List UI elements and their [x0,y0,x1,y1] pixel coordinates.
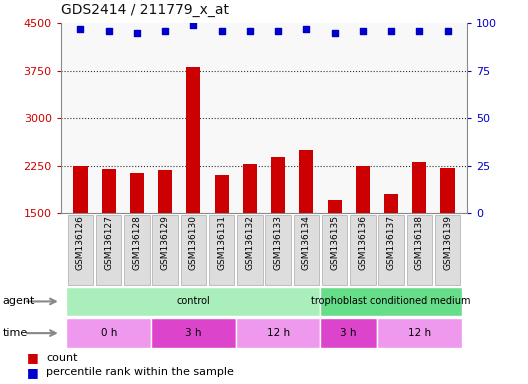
Bar [102,169,116,308]
Point [246,28,254,34]
Text: agent: agent [3,296,35,306]
Text: trophoblast conditioned medium: trophoblast conditioned medium [312,296,471,306]
Text: 12 h: 12 h [267,328,290,338]
FancyBboxPatch shape [96,215,121,285]
Point [302,26,310,32]
Point [189,22,197,28]
Text: GSM136132: GSM136132 [246,215,254,270]
Point [105,28,113,34]
FancyBboxPatch shape [407,215,432,285]
Bar [299,150,314,308]
Text: 3 h: 3 h [185,328,202,338]
Bar [356,166,370,308]
FancyBboxPatch shape [151,318,236,348]
Point [218,28,226,34]
FancyBboxPatch shape [153,215,178,285]
FancyBboxPatch shape [236,318,320,348]
FancyBboxPatch shape [237,215,262,285]
FancyBboxPatch shape [320,287,461,316]
FancyBboxPatch shape [266,215,291,285]
Text: GSM136134: GSM136134 [302,215,311,270]
FancyBboxPatch shape [209,215,234,285]
Text: GSM136137: GSM136137 [386,215,395,270]
Text: GSM136138: GSM136138 [415,215,424,270]
Bar [73,166,88,308]
Point [444,28,452,34]
Text: control: control [176,296,210,306]
Text: count: count [46,353,78,363]
Text: GSM136135: GSM136135 [330,215,339,270]
Bar [158,170,172,308]
Text: GSM136131: GSM136131 [217,215,226,270]
Bar [130,173,144,308]
Text: ■: ■ [26,366,38,379]
Point [331,30,339,36]
Text: GSM136136: GSM136136 [359,215,367,270]
Text: 3 h: 3 h [341,328,357,338]
Text: time: time [3,328,28,338]
Text: GSM136126: GSM136126 [76,215,85,270]
FancyBboxPatch shape [435,215,460,285]
FancyBboxPatch shape [320,318,377,348]
FancyBboxPatch shape [379,215,404,285]
Point [415,28,423,34]
Point [133,30,141,36]
Text: 0 h: 0 h [100,328,117,338]
FancyBboxPatch shape [322,215,347,285]
Bar [214,175,229,308]
Text: GSM136139: GSM136139 [443,215,452,270]
Text: percentile rank within the sample: percentile rank within the sample [46,367,234,377]
Bar [243,164,257,308]
Text: ■: ■ [26,351,38,364]
FancyBboxPatch shape [124,215,149,285]
FancyBboxPatch shape [181,215,206,285]
Text: GSM136129: GSM136129 [161,215,169,270]
FancyBboxPatch shape [68,215,93,285]
FancyBboxPatch shape [67,287,320,316]
FancyBboxPatch shape [377,318,461,348]
Point [161,28,169,34]
Bar [412,162,426,308]
Point [359,28,367,34]
Point [274,28,282,34]
Text: GSM136127: GSM136127 [104,215,113,270]
FancyBboxPatch shape [67,318,151,348]
Point [76,26,84,32]
Bar [271,157,285,308]
Text: GSM136130: GSM136130 [189,215,198,270]
Bar [440,168,455,308]
Bar [186,68,201,308]
Point [387,28,395,34]
Text: 12 h: 12 h [408,328,431,338]
FancyBboxPatch shape [350,215,375,285]
Text: GSM136128: GSM136128 [133,215,142,270]
FancyBboxPatch shape [294,215,319,285]
Bar [384,194,398,308]
Text: GSM136133: GSM136133 [274,215,282,270]
Text: GDS2414 / 211779_x_at: GDS2414 / 211779_x_at [61,3,229,17]
Bar [327,200,342,308]
